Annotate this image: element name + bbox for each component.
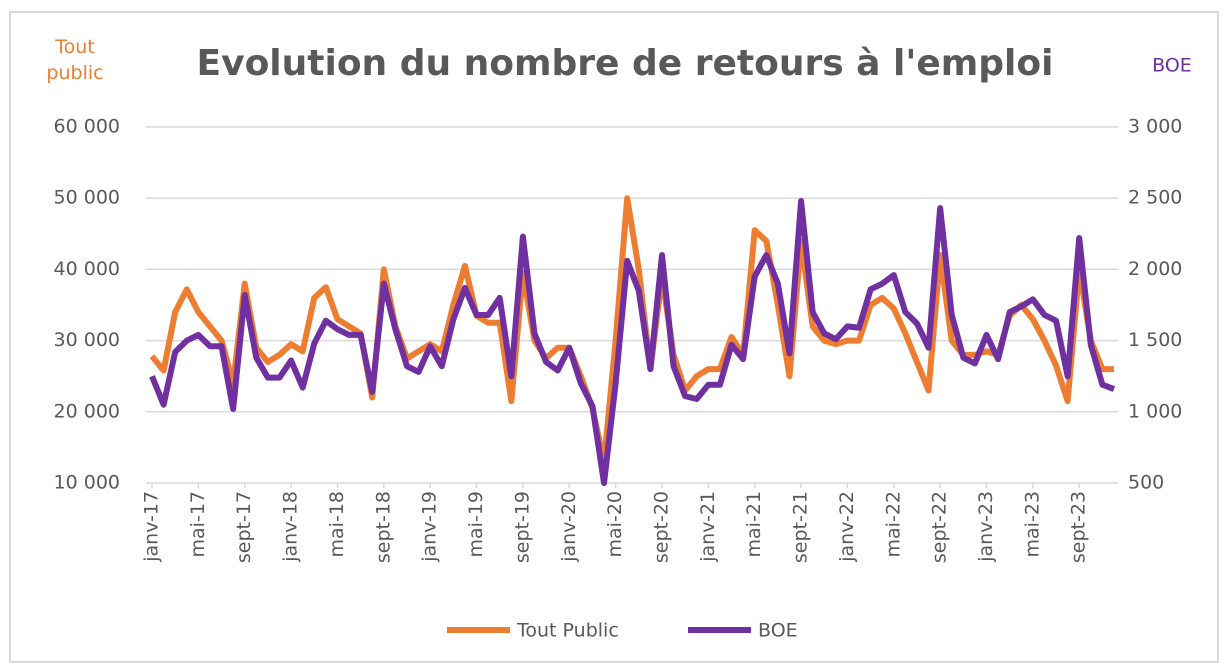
x-tick-label: janv-21 (697, 491, 719, 563)
y-tick-label: 40 000 (54, 258, 120, 280)
x-tick-label: mai-21 (743, 491, 765, 557)
y2-axis-title: BOE (1152, 55, 1192, 77)
y2-tick-label: 500 (1128, 472, 1164, 494)
y-tick-label: 30 000 (54, 329, 120, 351)
chart-title: Evolution du nombre de retours à l'emplo… (197, 43, 1054, 84)
x-tick-label: janv-22 (836, 491, 858, 563)
y-tick-label: 50 000 (54, 187, 120, 209)
x-tick-label: janv-19 (419, 491, 441, 563)
y-axis-title: Tout public (46, 36, 104, 84)
x-tick-label: mai-23 (1021, 491, 1043, 557)
x-tick-label: mai-18 (326, 491, 348, 557)
y2-tick-label: 3 000 (1128, 116, 1182, 138)
x-tick-label: mai-17 (187, 491, 209, 557)
series-line (149, 195, 1114, 465)
y-tick-label: 10 000 (54, 472, 120, 494)
x-tick-label: sept-20 (650, 491, 672, 563)
x-tick-label: sept-17 (233, 491, 255, 563)
y-tick-label: 20 000 (54, 400, 120, 422)
x-tick-label: mai-22 (882, 491, 904, 557)
y2-tick-label: 2 000 (1128, 258, 1182, 280)
y-tick-label: 60 000 (54, 116, 120, 138)
x-tick-label: sept-22 (929, 491, 951, 563)
x-tick-label: sept-23 (1068, 491, 1090, 563)
y-axis-title-box: Tout public (46, 36, 104, 84)
legend-label: BOE (758, 620, 798, 642)
series-line (149, 198, 1116, 486)
x-tick-label: mai-19 (465, 491, 487, 557)
y2-tick-label: 1 500 (1128, 329, 1182, 351)
legend-label: Tout Public (516, 620, 619, 642)
x-tick-label: janv-20 (558, 491, 580, 563)
y2-tick-label: 2 500 (1128, 187, 1182, 209)
x-tick-label: sept-19 (511, 491, 533, 563)
x-tick-label: sept-21 (790, 491, 812, 563)
y2-tick-label: 1 000 (1128, 400, 1182, 422)
x-tick-label: sept-18 (372, 491, 394, 563)
x-tick-label: janv-17 (141, 491, 163, 563)
x-tick-label: janv-18 (280, 491, 302, 563)
x-tick-label: mai-20 (604, 491, 626, 557)
x-tick-label: janv-23 (975, 491, 997, 563)
